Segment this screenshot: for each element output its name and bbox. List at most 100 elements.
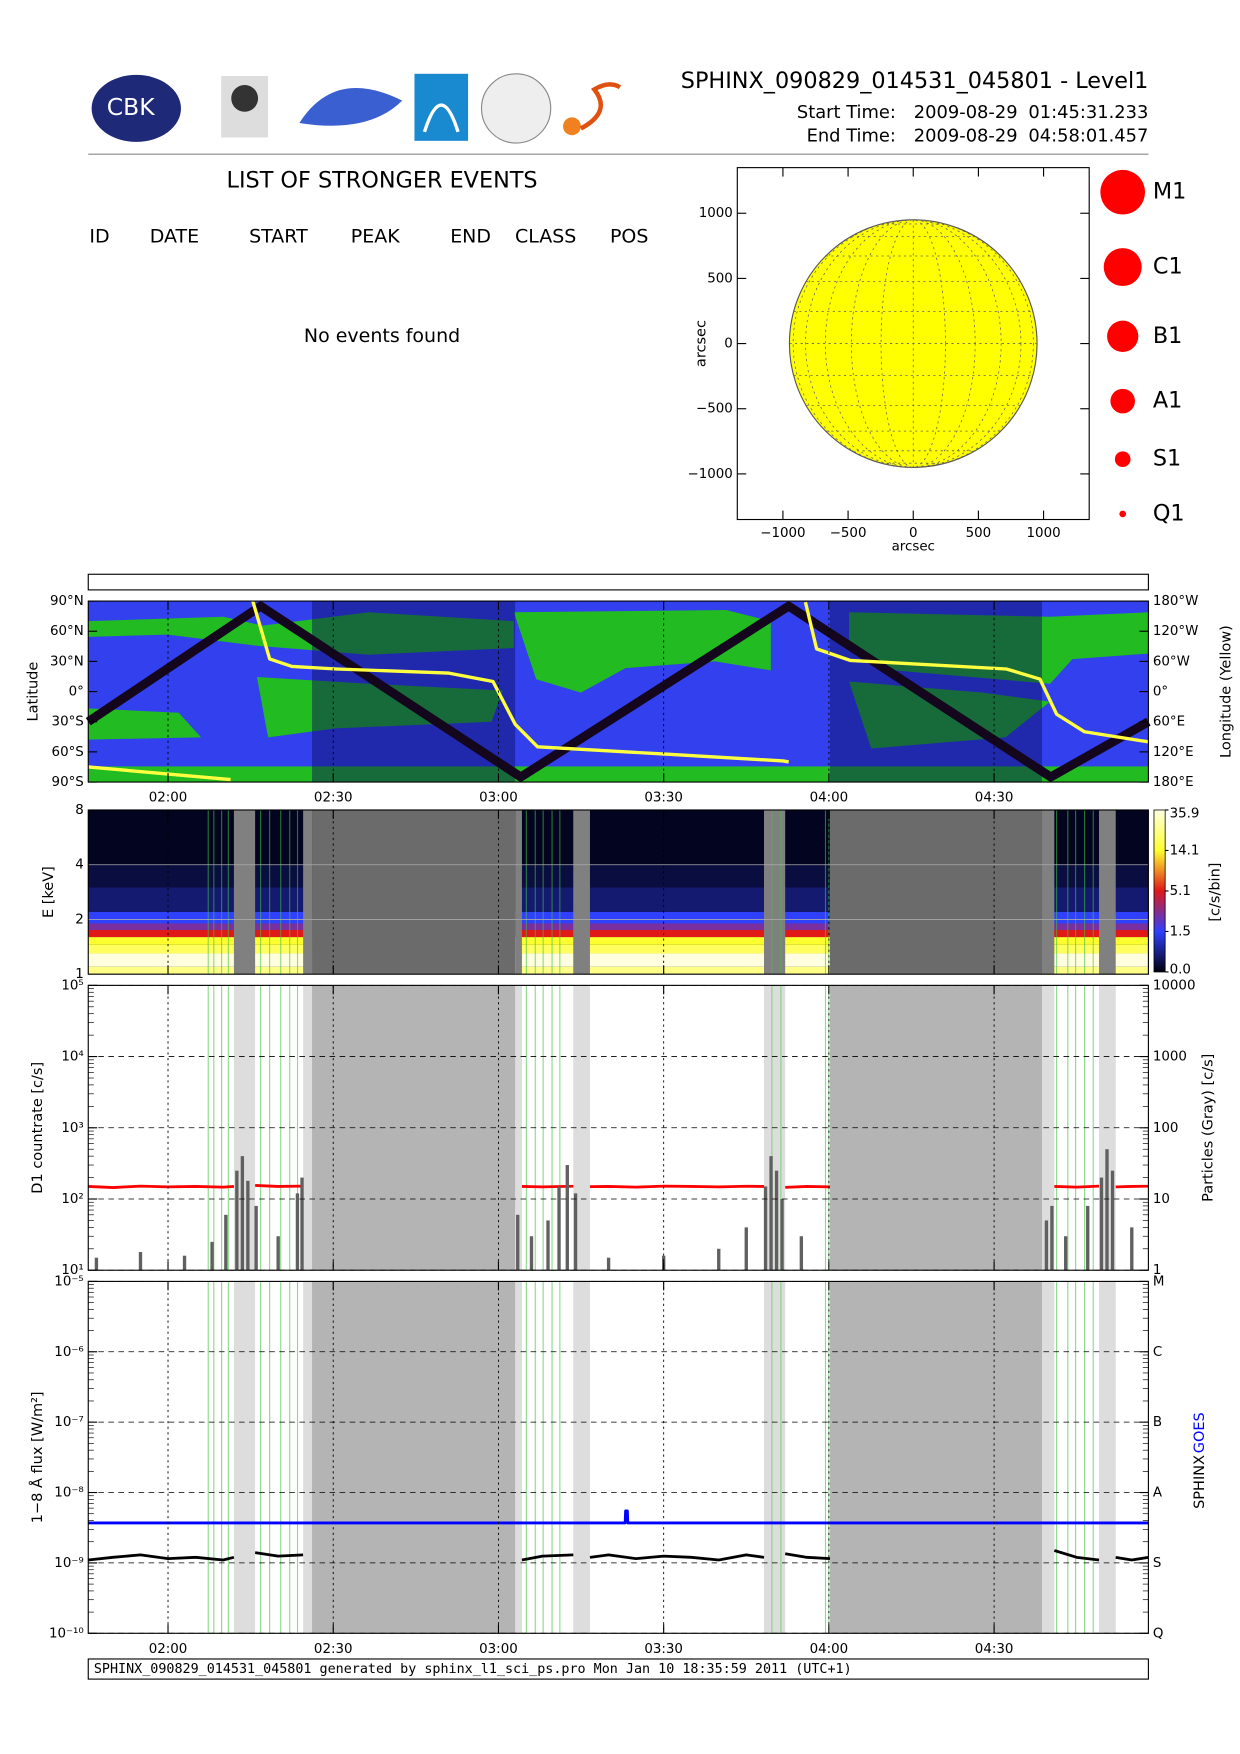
y-tick-label: 4 — [75, 858, 84, 873]
particle-bar — [565, 1165, 569, 1271]
x-tick-label: 500 — [966, 526, 992, 541]
particle-bar — [780, 1199, 784, 1271]
x-tick-label: 03:00 — [479, 791, 518, 806]
start-time: 01:45:31.233 — [1028, 102, 1148, 123]
x-tick-label: 03:30 — [644, 1642, 683, 1657]
y-tick-label: 1000 — [699, 206, 733, 221]
x-tick-label: 02:00 — [149, 791, 188, 806]
y-tick-label: 120°E — [1153, 745, 1194, 760]
logos: CBK — [91, 73, 622, 144]
axis-label: E [keV] — [41, 866, 57, 918]
plot-frame — [87, 1280, 1149, 1634]
y-tick-label: 60°N — [50, 624, 84, 639]
events-empty: No events found — [304, 325, 460, 347]
shade — [573, 1281, 590, 1634]
column-header: ID — [89, 225, 109, 247]
y-tick-label: Q — [1153, 1626, 1164, 1641]
axis-label: arcsec — [694, 320, 710, 367]
logo-cbk — [91, 74, 181, 142]
colorbar-label: 1.5 — [1170, 924, 1191, 939]
particle-bar — [1130, 1227, 1134, 1271]
legend-label: S1 — [1153, 446, 1181, 472]
y-tick-label: 0° — [1153, 685, 1168, 700]
y-tick-label: 10⁻⁹ — [54, 1556, 83, 1571]
particle-bar — [763, 1186, 768, 1271]
series-line — [88, 600, 1149, 782]
colorbar-label: 35.9 — [1170, 806, 1200, 821]
y-tick-label: 0° — [69, 685, 84, 700]
y-tick-label: A — [1153, 1486, 1163, 1501]
particle-bar — [235, 1170, 239, 1271]
logo-s — [579, 82, 622, 131]
colorbar-label: 0.0 — [1170, 963, 1191, 978]
shade — [1099, 809, 1116, 975]
particle-bar — [1044, 1220, 1049, 1271]
logo-text: CBK — [107, 93, 155, 121]
shade — [763, 809, 786, 975]
y-tick-label: 10⁻⁵ — [54, 1274, 83, 1289]
y-tick-label: 30°N — [50, 654, 84, 669]
particle-bar — [1105, 1149, 1109, 1271]
particle-bar — [529, 1236, 534, 1271]
legend-label: A1 — [1153, 388, 1182, 414]
axis-label: Longitude (Yellow) — [1219, 625, 1235, 758]
colorbar — [1153, 809, 1166, 973]
legend-marker — [1110, 388, 1135, 414]
shade — [303, 1281, 313, 1634]
column-header: END — [450, 225, 491, 247]
x-tick-label: 03:30 — [644, 791, 683, 806]
particle-bar — [1064, 1236, 1068, 1271]
column-header: POS — [610, 225, 648, 247]
particle-bar — [1099, 1177, 1104, 1271]
meridian — [805, 219, 1022, 468]
end-label: End Time: — [807, 125, 896, 146]
x-tick-label: −1000 — [760, 526, 805, 541]
logo-wave — [299, 88, 403, 126]
y-tick-label: 10⁵ — [61, 978, 83, 993]
y-tick-label: 90°S — [52, 775, 84, 790]
plot-frame — [87, 600, 1149, 783]
legend-marker — [1103, 248, 1142, 287]
axis-label: 1−8 Å flux [W/m²] — [29, 1391, 46, 1523]
legend-marker — [1107, 320, 1139, 352]
particle-bar — [254, 1205, 258, 1271]
y-tick-label: 100 — [1153, 1121, 1179, 1136]
legend-label: C1 — [1153, 254, 1183, 280]
shade — [233, 809, 256, 975]
events-title: LIST OF STRONGER EVENTS — [227, 168, 538, 194]
axis-label: GOES — [1192, 1412, 1208, 1453]
shade — [312, 809, 516, 975]
particle-bar — [240, 1156, 245, 1271]
series-line — [85, 601, 1151, 782]
y-tick-label: 2 — [75, 912, 84, 927]
column-header: DATE — [150, 225, 199, 247]
particle-bar — [1050, 1205, 1054, 1271]
land — [88, 766, 1149, 783]
x-tick-label: 02:30 — [314, 791, 353, 806]
legend-marker — [1119, 510, 1127, 518]
land — [513, 610, 771, 693]
shade — [515, 1281, 522, 1634]
y-tick-label: 180°E — [1153, 775, 1194, 790]
particle-bar — [573, 1193, 578, 1271]
particle-bar — [799, 1236, 804, 1271]
x-tick-label: 1000 — [1027, 526, 1061, 541]
y-tick-label: M — [1153, 1274, 1165, 1289]
legend-marker — [1114, 451, 1131, 468]
y-tick-label: 8 — [75, 803, 84, 818]
x-axis-label: arcsec — [892, 539, 935, 554]
y-tick-label: 1 — [1153, 1263, 1162, 1278]
x-tick-label: 02:00 — [149, 1642, 188, 1657]
particle-bar — [276, 1236, 280, 1271]
column-header: CLASS — [515, 225, 576, 247]
particle-bar — [717, 1248, 721, 1271]
particle-bar — [224, 1214, 228, 1271]
colorbar-label: 5.1 — [1170, 884, 1191, 899]
y-tick-label: 1000 — [1153, 1050, 1187, 1065]
particle-bar — [295, 1193, 300, 1271]
logo-sun — [563, 117, 581, 136]
spectrum-band — [88, 911, 1149, 924]
legend-label: M1 — [1153, 179, 1186, 205]
